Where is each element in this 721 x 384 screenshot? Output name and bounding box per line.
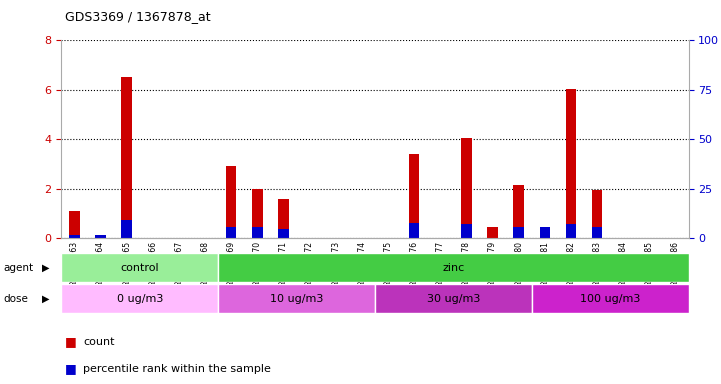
- Bar: [461, 225, 472, 238]
- Bar: [592, 190, 602, 238]
- Text: zinc: zinc: [442, 263, 464, 273]
- Bar: [95, 237, 106, 238]
- Bar: [487, 227, 497, 238]
- Text: agent: agent: [4, 263, 34, 273]
- Bar: [95, 235, 106, 238]
- Bar: [539, 227, 550, 238]
- Bar: [566, 89, 576, 238]
- Bar: [409, 223, 420, 238]
- Bar: [121, 78, 132, 238]
- Bar: [375, 284, 531, 313]
- Bar: [592, 227, 602, 238]
- Bar: [513, 185, 524, 238]
- Bar: [513, 227, 524, 238]
- Bar: [278, 229, 288, 238]
- Text: 10 ug/m3: 10 ug/m3: [270, 293, 323, 304]
- Text: count: count: [83, 337, 115, 347]
- Text: 30 ug/m3: 30 ug/m3: [427, 293, 480, 304]
- Bar: [461, 138, 472, 238]
- Bar: [226, 166, 236, 238]
- Bar: [69, 211, 79, 238]
- Text: GDS3369 / 1367878_at: GDS3369 / 1367878_at: [65, 10, 211, 23]
- Bar: [218, 253, 689, 282]
- Bar: [69, 235, 79, 238]
- Bar: [61, 253, 218, 282]
- Bar: [252, 227, 262, 238]
- Text: dose: dose: [4, 293, 29, 304]
- Text: percentile rank within the sample: percentile rank within the sample: [83, 364, 271, 374]
- Text: ■: ■: [65, 335, 76, 348]
- Bar: [218, 284, 375, 313]
- Bar: [409, 154, 420, 238]
- Bar: [121, 220, 132, 238]
- Bar: [566, 225, 576, 238]
- Bar: [531, 284, 689, 313]
- Text: ▶: ▶: [42, 263, 49, 273]
- Text: ■: ■: [65, 362, 76, 375]
- Bar: [226, 227, 236, 238]
- Bar: [539, 237, 550, 238]
- Bar: [61, 284, 218, 313]
- Bar: [252, 189, 262, 238]
- Bar: [278, 199, 288, 238]
- Text: ▶: ▶: [42, 293, 49, 304]
- Text: control: control: [120, 263, 159, 273]
- Text: 0 ug/m3: 0 ug/m3: [117, 293, 163, 304]
- Text: 100 ug/m3: 100 ug/m3: [580, 293, 640, 304]
